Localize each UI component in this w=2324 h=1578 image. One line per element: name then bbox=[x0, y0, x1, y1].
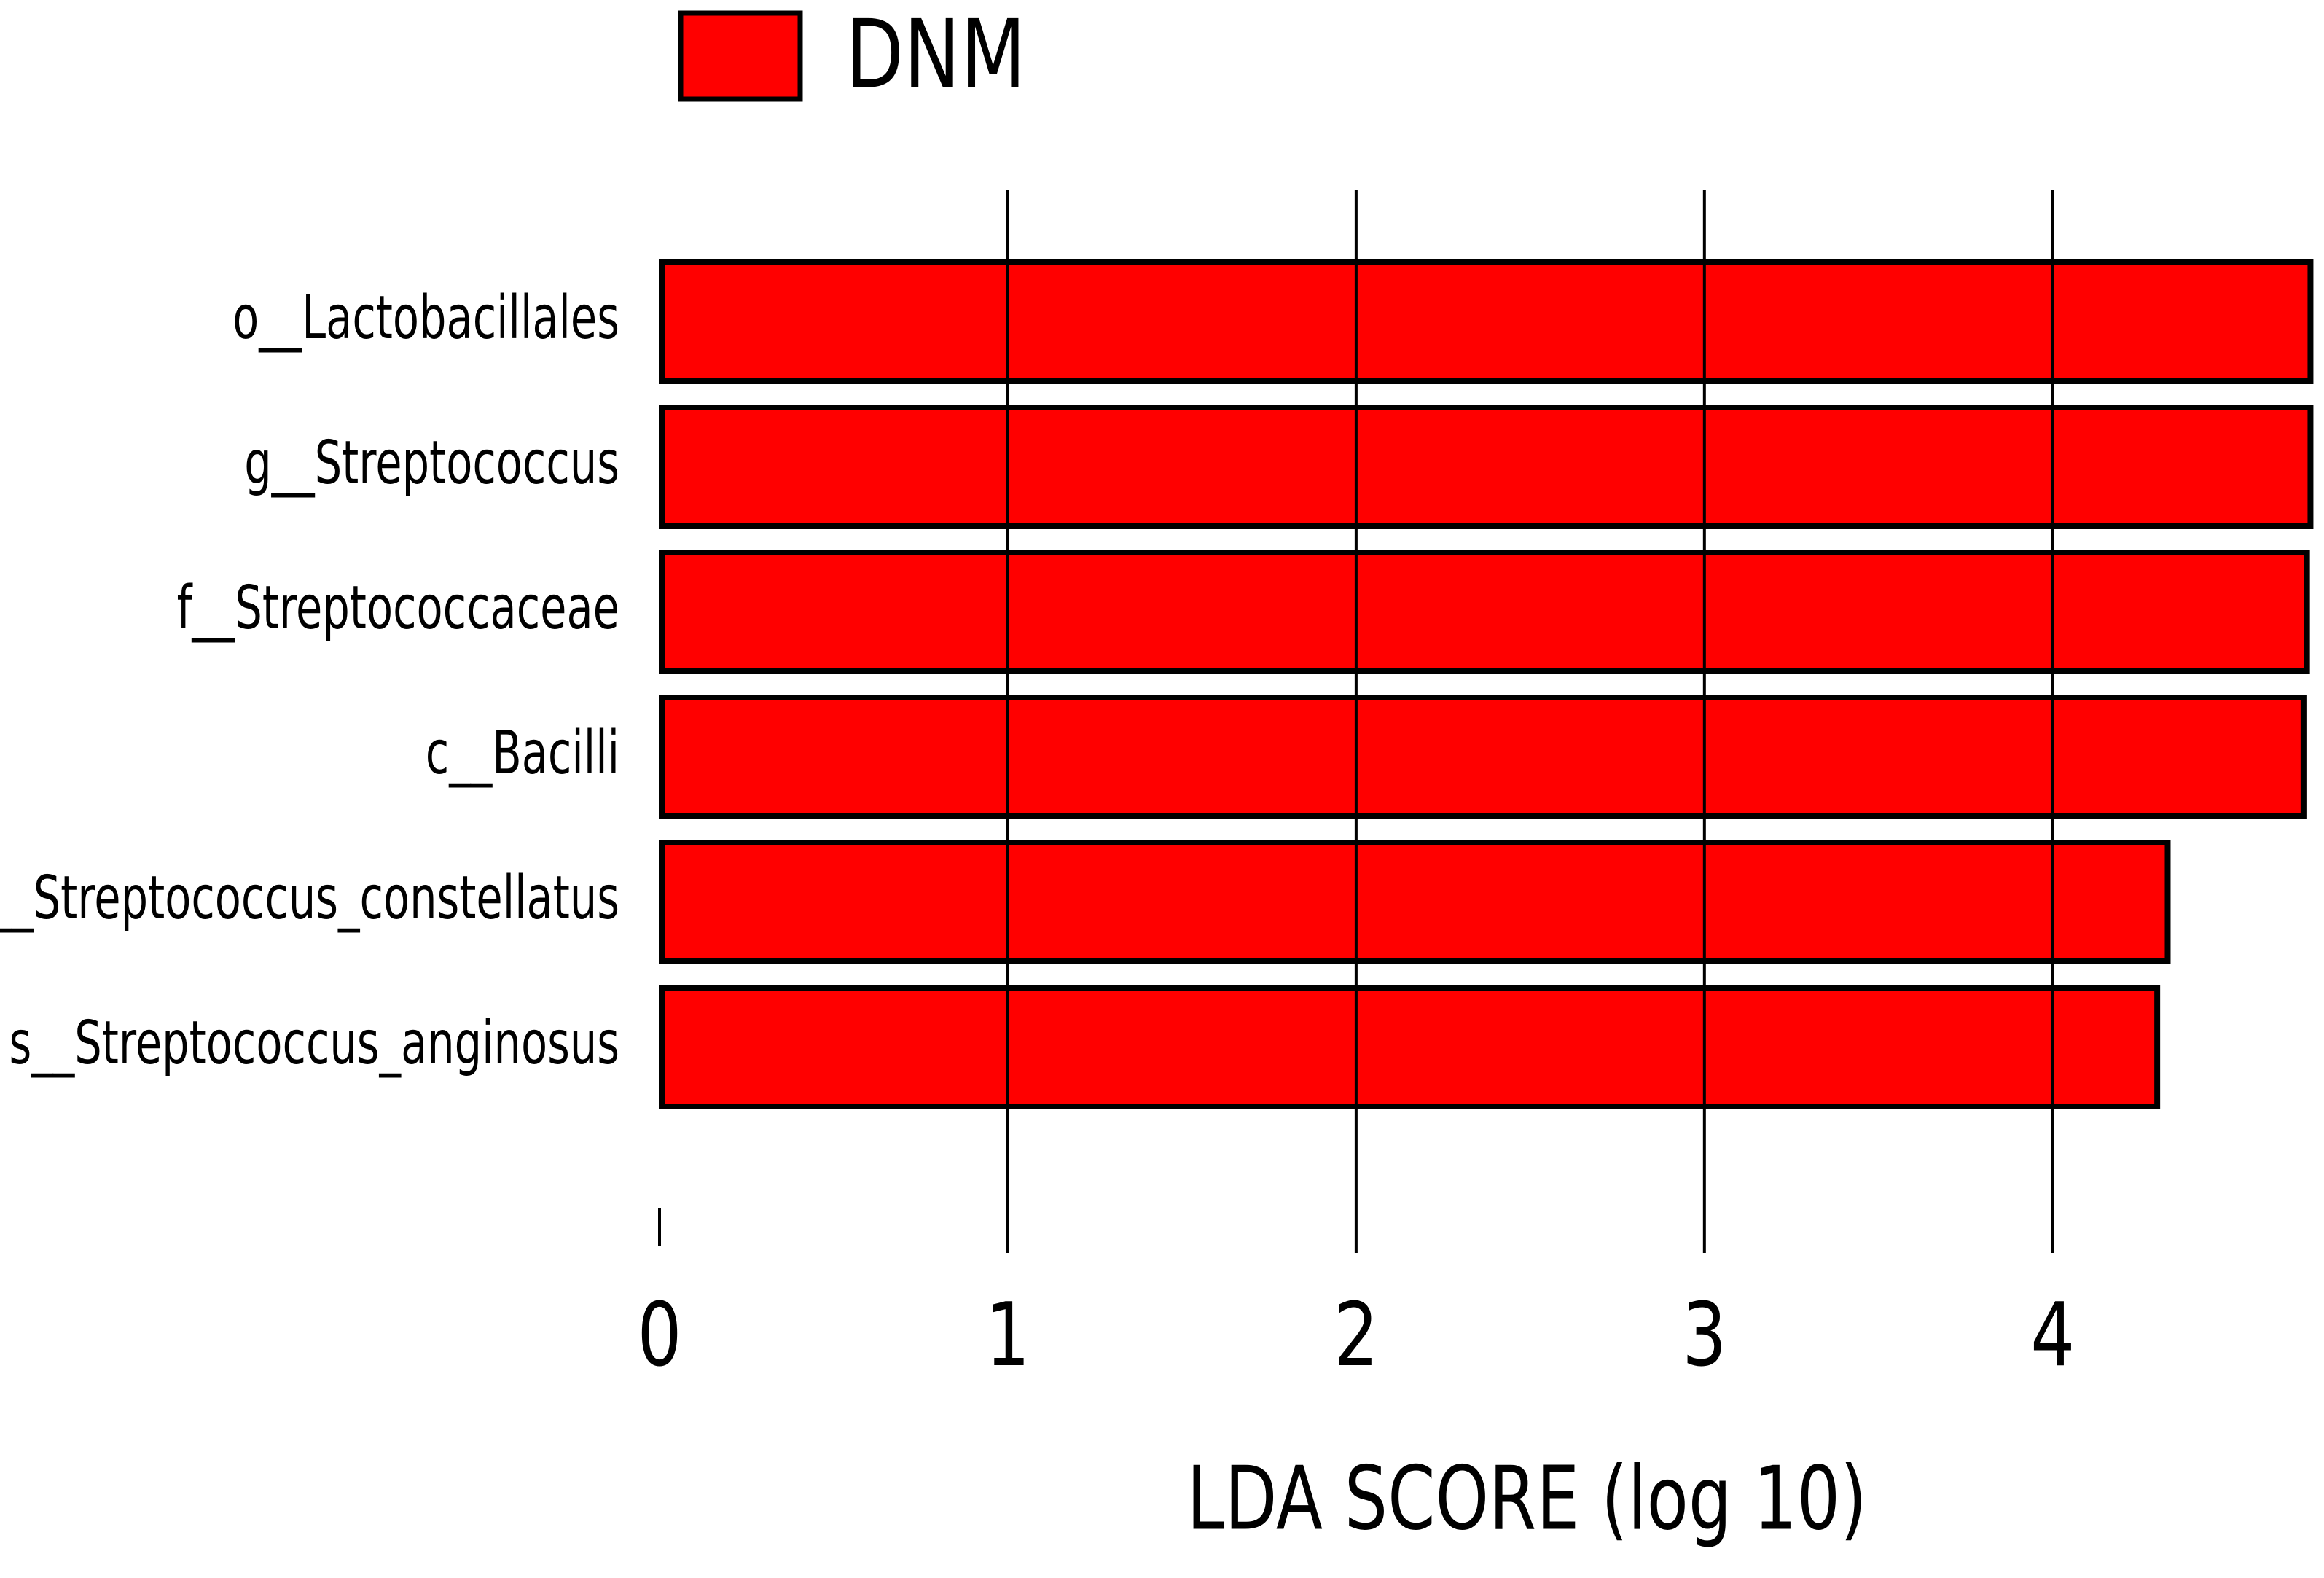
y-tick-label: c__Bacilli bbox=[426, 718, 619, 787]
y-tick-label: s__Streptococcus_anginosus bbox=[9, 1008, 619, 1077]
y-tick-label: s__Streptococcus_constellatus bbox=[0, 863, 619, 932]
x-tick-label: 1 bbox=[985, 1284, 1030, 1386]
bar bbox=[659, 405, 2314, 529]
x-tick-label: 2 bbox=[1334, 1284, 1378, 1386]
grid bbox=[658, 190, 2054, 1253]
bar bbox=[659, 550, 2310, 674]
y-tick-label: g__Streptococcus bbox=[244, 428, 619, 497]
bar bbox=[659, 259, 2314, 384]
bar bbox=[659, 695, 2307, 819]
labels: o__Lactobacillales g__Streptococcus f__Str… bbox=[0, 283, 2075, 1386]
x-axis-label: LDA SCORE (log 10) bbox=[1186, 1448, 1866, 1550]
bars bbox=[659, 259, 2314, 1109]
bar bbox=[659, 840, 2171, 964]
legend-swatch bbox=[678, 10, 803, 102]
x-tick-label: 0 bbox=[637, 1284, 681, 1386]
bar bbox=[659, 985, 2161, 1109]
y-tick-label: o__Lactobacillales bbox=[232, 283, 619, 352]
x-tick-label: 3 bbox=[1682, 1284, 1726, 1386]
legend-label: DNM bbox=[845, 0, 1026, 110]
x-tick-label: 4 bbox=[2030, 1284, 2075, 1386]
y-tick-label: f__Streptococcaceae bbox=[177, 573, 619, 642]
